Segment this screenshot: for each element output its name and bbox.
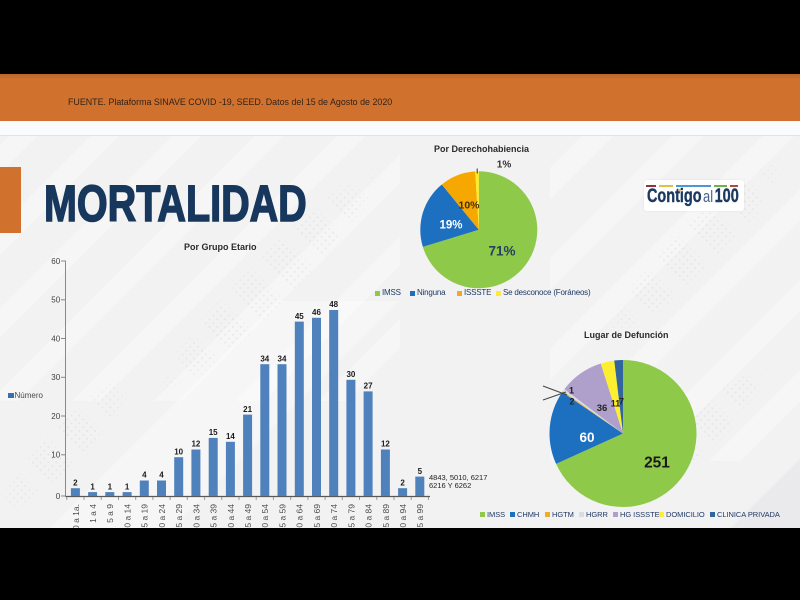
svg-text:60: 60 [579,430,594,445]
svg-text:70 a 74: 70 a 74 [329,504,339,528]
svg-text:45: 45 [295,312,304,321]
svg-text:95 a 99: 95 a 99 [415,504,425,528]
svg-text:11: 11 [611,399,621,409]
svg-text:27: 27 [364,382,373,391]
svg-text:10 a 14: 10 a 14 [123,504,133,528]
svg-text:30: 30 [51,373,60,382]
svg-text:1%: 1% [497,160,512,171]
svg-text:75 a 79: 75 a 79 [346,504,356,528]
svg-text:50: 50 [51,296,60,305]
svg-text:0: 0 [56,492,61,501]
svg-text:36: 36 [597,403,608,414]
svg-text:50 a 54: 50 a 54 [260,504,270,528]
svg-text:2: 2 [400,478,405,487]
svg-text:19%: 19% [439,220,462,232]
svg-text:4: 4 [142,471,147,480]
svg-text:21: 21 [243,405,252,414]
svg-text:80 a 84: 80 a 84 [364,504,374,528]
svg-text:7: 7 [619,397,624,407]
svg-text:1: 1 [108,482,113,491]
svg-text:0 a 1a.: 0 a 1a. [71,504,81,528]
svg-text:48: 48 [329,300,338,309]
svg-text:85 a 89: 85 a 89 [381,504,391,528]
svg-text:71%: 71% [488,244,515,259]
svg-text:15 a 19: 15 a 19 [140,504,150,528]
svg-text:1: 1 [90,482,95,491]
svg-text:20: 20 [51,412,60,421]
svg-text:2: 2 [73,478,78,487]
svg-text:55 a 59: 55 a 59 [277,504,287,528]
svg-text:30 a 34: 30 a 34 [191,504,201,528]
svg-text:2: 2 [569,397,574,407]
svg-text:20 a 24: 20 a 24 [157,504,167,528]
svg-text:15: 15 [209,428,218,437]
svg-text:1: 1 [125,482,130,491]
svg-text:12: 12 [191,440,200,449]
svg-text:251: 251 [644,455,670,472]
svg-text:5: 5 [418,467,423,476]
svg-text:46: 46 [312,308,321,317]
svg-text:25 a 29: 25 a 29 [174,504,184,528]
svg-text:40: 40 [51,334,60,343]
svg-text:10%: 10% [458,200,480,212]
svg-text:45 a 49: 45 a 49 [243,504,253,528]
svg-text:5 a 9: 5 a 9 [105,504,115,523]
svg-text:1 a 4: 1 a 4 [88,504,98,523]
svg-text:60 a 64: 60 a 64 [295,504,305,528]
svg-text:34: 34 [278,354,287,363]
svg-text:35 a 39: 35 a 39 [209,504,219,528]
svg-text:4: 4 [159,471,164,480]
svg-text:40 a 44: 40 a 44 [226,504,236,528]
svg-text:34: 34 [260,354,269,363]
svg-text:1: 1 [569,386,574,396]
svg-text:12: 12 [381,440,390,449]
svg-text:14: 14 [226,432,235,441]
svg-text:60: 60 [51,257,60,266]
svg-text:10: 10 [51,451,60,460]
svg-text:10: 10 [174,447,183,456]
svg-text:65 a 69: 65 a 69 [312,504,322,528]
svg-text:90 a 94: 90 a 94 [398,504,408,528]
svg-text:30: 30 [346,370,355,379]
